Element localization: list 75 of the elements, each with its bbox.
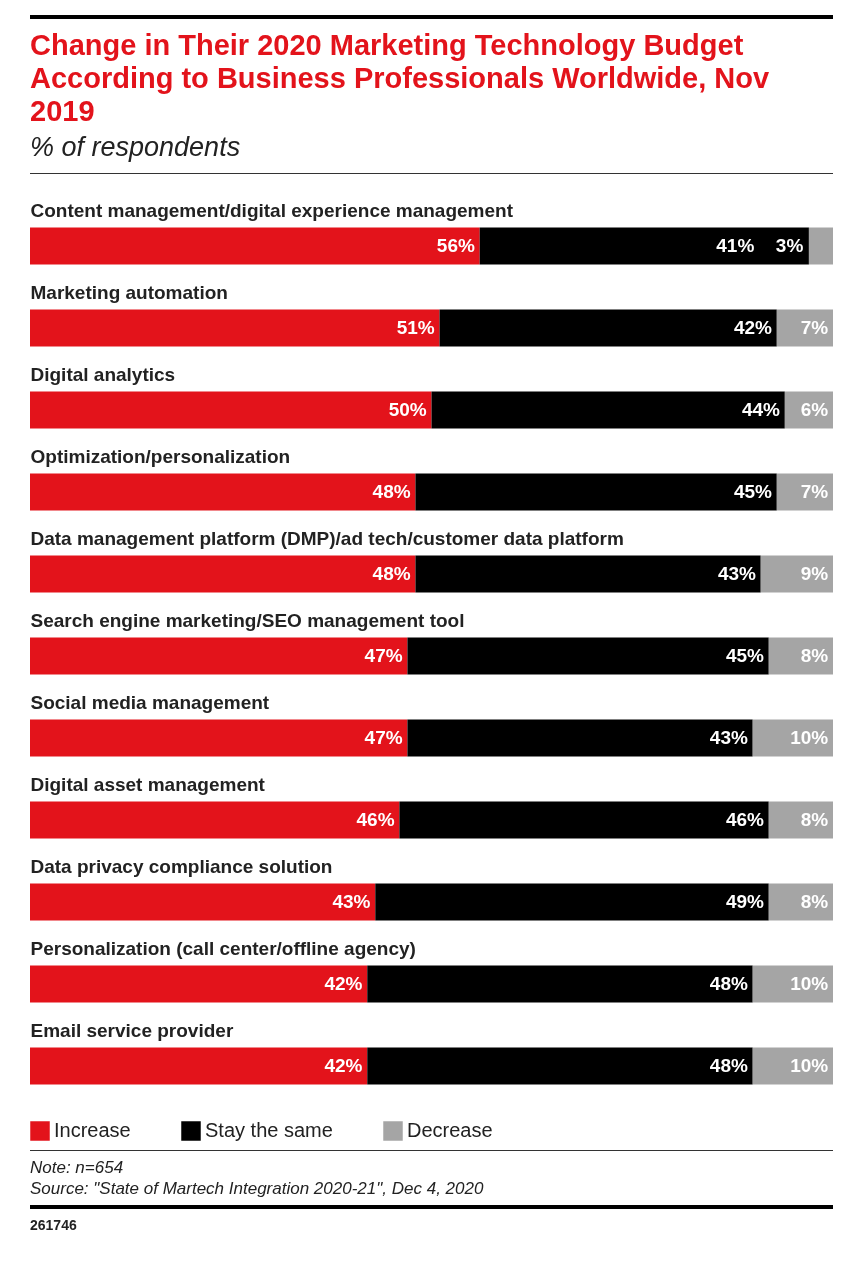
bar (30, 555, 416, 593)
data-label: 7% (800, 317, 829, 339)
y-tick-label: Optimization/personalization (30, 446, 291, 468)
bar (415, 473, 777, 511)
y-tick-label: Social media management (30, 691, 270, 713)
data-label: 10% (790, 972, 829, 994)
data-label: 3% (775, 235, 804, 257)
y-tick-label: Marketing automation (30, 282, 228, 304)
data-label: 43% (709, 726, 748, 748)
bar (30, 473, 416, 511)
y-tick-label: Data privacy compliance solution (30, 855, 333, 877)
text: Note: n=654 (30, 1157, 125, 1178)
data-label: 7% (800, 481, 829, 503)
chart-subtitle: % of respondents (30, 132, 833, 174)
data-label: 47% (364, 645, 403, 666)
data-label: 47% (364, 726, 403, 748)
data-label: 42% (733, 317, 773, 339)
bar (30, 801, 400, 839)
legend-label: Stay the same (205, 1119, 333, 1141)
data-label: 44% (741, 399, 781, 421)
bar (367, 965, 753, 1003)
bar (399, 801, 769, 839)
data-label: 46% (356, 808, 395, 830)
data-label: 8% (800, 645, 829, 666)
data-label: 45% (733, 481, 773, 503)
bar (407, 719, 753, 757)
bar (30, 965, 368, 1003)
bar (431, 391, 785, 429)
bar (479, 227, 809, 265)
y-tick-label: Search engine marketing/SEO management tool (30, 610, 465, 631)
bar (30, 637, 408, 675)
data-label: 10% (790, 726, 829, 748)
bar (30, 883, 376, 921)
y-tick-label: Email service provider (30, 1019, 234, 1041)
data-label: 48% (709, 972, 748, 994)
y-tick-label: Digital analytics (30, 364, 176, 386)
data-label: 43% (717, 563, 757, 585)
y-tick-label: Digital asset management (30, 773, 266, 795)
source-note: Source: "State of Martech Integration 2020-21", Dec 4, 2020 (30, 1178, 485, 1199)
bar (808, 227, 833, 265)
data-label: 48% (709, 1054, 748, 1076)
y-tick-label: Personalization (call center/offline agency) (30, 937, 416, 959)
bar (407, 637, 769, 675)
data-label: 50% (388, 399, 427, 421)
data-label: 43% (332, 890, 371, 912)
data-label: 48% (372, 563, 411, 585)
data-label: 51% (396, 317, 435, 339)
legend-label: Decrease (407, 1119, 493, 1141)
bar (30, 309, 440, 347)
chart-title: Change in Their 2020 Marketing Technology Budget According to Business Professionals Worldwide, Nov 2019 (30, 29, 771, 128)
data-label: 6% (800, 399, 829, 421)
data-label: 42% (324, 1054, 363, 1076)
bar (375, 883, 769, 921)
bar (367, 1047, 753, 1085)
data-label: 56% (436, 235, 475, 257)
data-label: 8% (800, 808, 829, 830)
y-tick-label: Data management platform (DMP)/ad tech/customer data platform (30, 528, 624, 550)
data-label: 49% (725, 890, 765, 912)
data-label: 46% (725, 808, 765, 830)
data-label: 41% (716, 235, 755, 257)
data-label: 48% (372, 481, 411, 503)
bar (30, 1047, 368, 1085)
bar (415, 555, 761, 593)
data-label: 45% (725, 645, 765, 666)
bar (30, 391, 432, 429)
data-label: 10% (790, 1054, 829, 1076)
bar (30, 227, 480, 265)
data-label: 42% (324, 972, 363, 994)
bar (30, 719, 408, 757)
legend-label: Increase (54, 1119, 131, 1141)
y-tick-label: Content management/digital experience management (30, 200, 514, 222)
bar (439, 309, 777, 347)
data-label: 9% (800, 563, 829, 585)
text: 261746 (30, 1217, 78, 1233)
data-label: 8% (800, 890, 829, 912)
